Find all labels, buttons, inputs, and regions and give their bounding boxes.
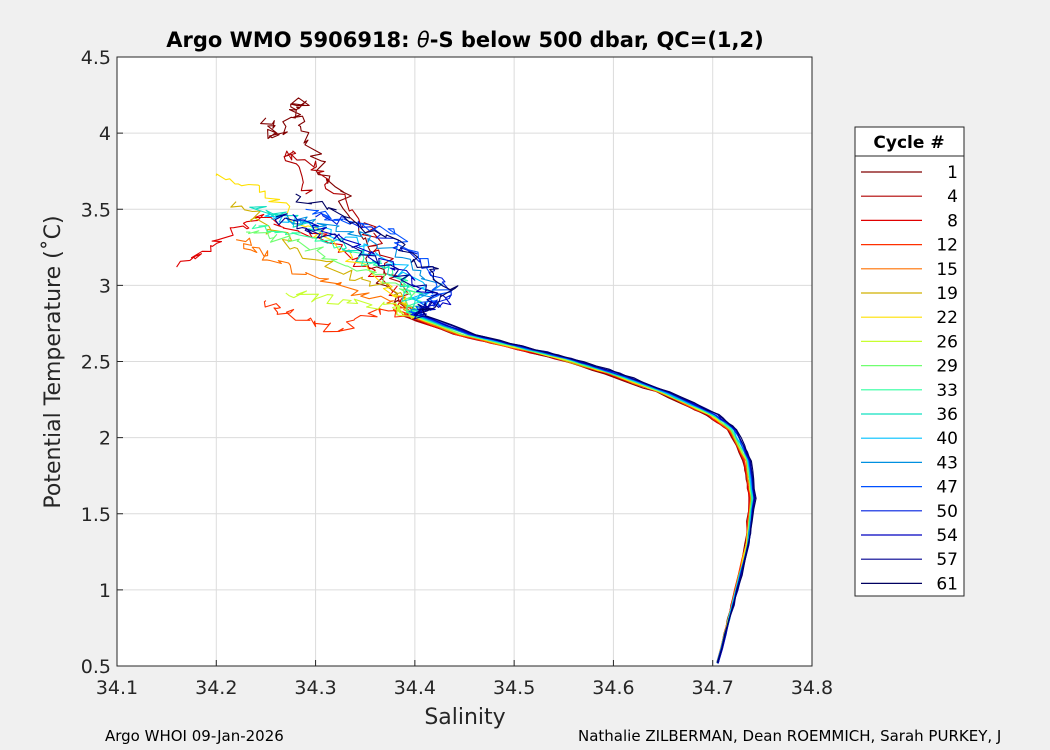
legend-label-cycle-43: 43 xyxy=(936,453,958,473)
x-tick-label: 34.1 xyxy=(96,677,138,699)
legend-label-cycle-15: 15 xyxy=(936,260,958,280)
x-axis-ticks: 34.1 34.2 34.3 34.4 34.5 34.6 34.7 34.8 xyxy=(96,660,833,699)
x-tick-label: 34.7 xyxy=(692,677,734,699)
x-tick-label: 34.4 xyxy=(394,677,436,699)
x-axis-label: Salinity xyxy=(424,705,505,730)
legend-label-cycle-40: 40 xyxy=(936,429,958,449)
profile-line-cycle-8 xyxy=(176,213,750,663)
legend-label-cycle-22: 22 xyxy=(936,308,958,328)
legend-label-cycle-19: 19 xyxy=(936,284,958,304)
y-tick-label: 4 xyxy=(99,123,111,145)
legend: Cycle # 1 4 8 12 15 19 22 26 29 33 36 40 43 47 50 54 57 6… xyxy=(854,126,965,597)
legend-label-cycle-36: 36 xyxy=(936,405,958,425)
legend-label-cycle-54: 54 xyxy=(936,526,958,546)
y-tick-label: 3 xyxy=(99,275,111,297)
legend-label-cycle-12: 12 xyxy=(936,236,958,256)
y-tick-label: 2.5 xyxy=(81,352,111,374)
grid xyxy=(116,56,813,667)
y-tick-label: 1 xyxy=(99,580,111,602)
y-tick-label: 2 xyxy=(99,428,111,450)
legend-title: Cycle # xyxy=(873,133,944,153)
y-axis-ticks: 0.5 1 1.5 2 2.5 3 3.5 4 4.5 xyxy=(81,47,123,678)
y-axis-label: Potential Temperature (˚C) xyxy=(41,215,66,508)
x-tick-label: 34.5 xyxy=(493,677,535,699)
chart-title: Argo WMO 5906918: θ-S below 500 dbar, QC… xyxy=(166,28,763,52)
x-tick-label: 34.6 xyxy=(592,677,634,699)
legend-label-cycle-47: 47 xyxy=(936,478,958,498)
profile-line-cycle-57 xyxy=(274,213,756,664)
footer-right: Nathalie ZILBERMAN, Dean ROEMMICH, Sarah… xyxy=(578,727,1001,745)
legend-label-cycle-57: 57 xyxy=(936,550,958,570)
legend-label-cycle-50: 50 xyxy=(936,502,958,522)
y-tick-label: 1.5 xyxy=(81,504,111,526)
legend-label-cycle-8: 8 xyxy=(947,211,958,231)
y-tick-label: 0.5 xyxy=(81,656,111,678)
x-tick-label: 34.2 xyxy=(195,677,237,699)
legend-label-cycle-61: 61 xyxy=(936,574,958,594)
legend-label-cycle-1: 1 xyxy=(947,163,958,183)
x-tick-label: 34.3 xyxy=(294,677,336,699)
legend-label-cycle-33: 33 xyxy=(936,381,958,401)
legend-label-cycle-4: 4 xyxy=(947,187,958,207)
profile-line-cycle-61 xyxy=(295,193,757,663)
profile-lines xyxy=(176,97,757,664)
x-tick-label: 34.8 xyxy=(791,677,833,699)
y-tick-label: 3.5 xyxy=(81,199,111,221)
legend-label-cycle-29: 29 xyxy=(936,357,958,377)
profile-line-cycle-50 xyxy=(315,212,755,664)
legend-label-cycle-26: 26 xyxy=(936,332,958,352)
footer-left: Argo WHOI 09-Jan-2026 xyxy=(105,727,284,745)
y-tick-label: 4.5 xyxy=(81,47,111,69)
legend-box xyxy=(854,126,965,597)
